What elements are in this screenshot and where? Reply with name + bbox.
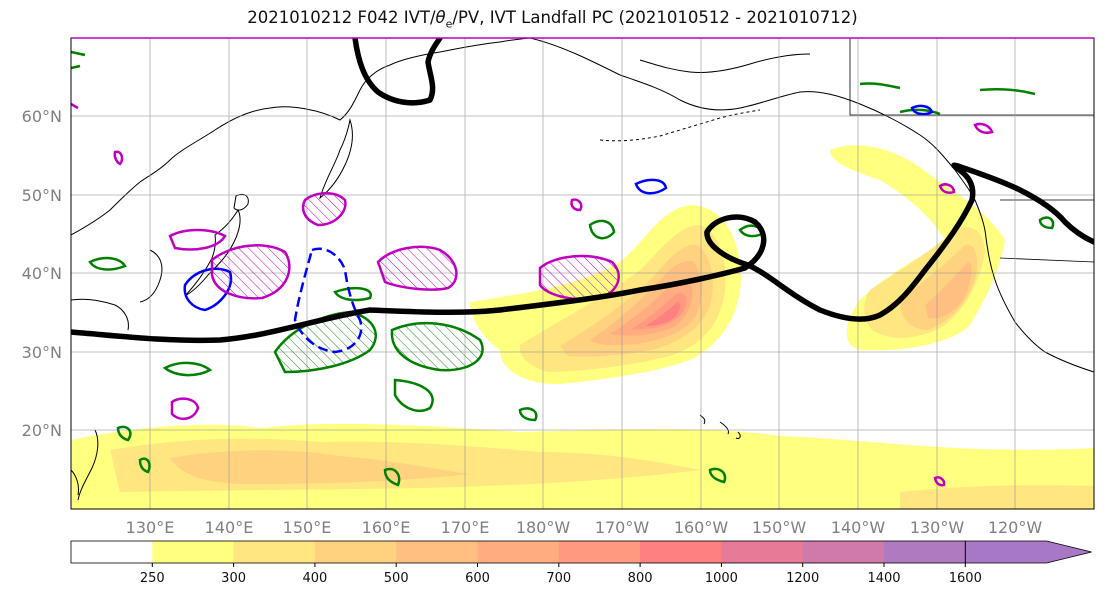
colorbar-tick-label: 600 bbox=[465, 571, 490, 586]
lon-label: 130°W bbox=[910, 518, 965, 537]
colorbar-swatch bbox=[233, 541, 316, 563]
lon-label: 120°W bbox=[988, 518, 1043, 537]
colorbar-swatch bbox=[152, 541, 235, 563]
negative-contours bbox=[183, 104, 934, 354]
colorbar-tick-label: 1600 bbox=[949, 571, 982, 586]
lon-label: 180°W bbox=[516, 518, 571, 537]
lon-label: 160°E bbox=[362, 518, 411, 537]
theta-symbol: θ bbox=[435, 8, 446, 27]
lon-label: 150°E bbox=[283, 518, 332, 537]
pv-contours bbox=[71, 102, 994, 487]
coastlines bbox=[71, 38, 1094, 501]
lon-label: 130°E bbox=[126, 518, 175, 537]
lon-label: 160°W bbox=[674, 518, 729, 537]
theta-subscript: e bbox=[445, 17, 453, 31]
lat-labels: 60°N 50°N 40°N 30°N 20°N bbox=[22, 107, 62, 440]
lon-label: 170°E bbox=[441, 518, 490, 537]
title-prefix: 2021010212 F042 IVT/ bbox=[247, 8, 436, 27]
lon-labels: 130°E 140°E 150°E 160°E 170°E 180°W 170°… bbox=[126, 518, 1043, 537]
lon-label: 140°W bbox=[831, 518, 886, 537]
lon-label: 150°W bbox=[752, 518, 807, 537]
colorbar-tick-label: 800 bbox=[628, 571, 653, 586]
colorbar-swatch bbox=[721, 541, 804, 563]
colorbar-swatch bbox=[314, 541, 397, 563]
lon-label: 170°W bbox=[595, 518, 650, 537]
colorbar-extend-triangle bbox=[964, 540, 1092, 564]
lat-label: 50°N bbox=[22, 186, 62, 205]
colorbar-tick-label: 250 bbox=[140, 571, 165, 586]
colorbar: 250 300 400 500 600 700 800 1000 1200 1400 1600 bbox=[70, 540, 1092, 586]
lat-label: 20°N bbox=[22, 421, 62, 440]
colorbar-swatch bbox=[71, 541, 153, 563]
colorbar-swatch bbox=[477, 541, 560, 563]
lon-label: 140°E bbox=[205, 518, 254, 537]
colorbar-outline bbox=[70, 540, 966, 564]
lat-label: 60°N bbox=[22, 107, 62, 126]
colorbar-tick-label: 400 bbox=[302, 571, 327, 586]
title-suffix: /PV, IVT Landfall PC (2021010512 - 20210… bbox=[452, 8, 858, 27]
lat-label: 40°N bbox=[22, 264, 62, 283]
colorbar-tick-label: 1400 bbox=[867, 571, 900, 586]
colorbar-swatch bbox=[396, 541, 478, 563]
lat-label: 30°N bbox=[22, 343, 62, 362]
colorbar-swatch bbox=[802, 541, 885, 563]
colorbar-swatch bbox=[640, 541, 722, 563]
colorbar-tick-label: 500 bbox=[384, 571, 409, 586]
colorbar-tick-label: 1200 bbox=[786, 571, 819, 586]
colorbar-tick-label: 300 bbox=[221, 571, 246, 586]
colorbar-swatch bbox=[884, 541, 966, 563]
map-panel bbox=[71, 38, 1094, 509]
map-title: 2021010212 F042 IVT/θe/PV, IVT Landfall … bbox=[0, 8, 1105, 30]
ivt-landfall-pc-contour bbox=[71, 38, 1094, 344]
colorbar-tick-label: 1000 bbox=[705, 571, 738, 586]
colorbar-tick-label: 700 bbox=[546, 571, 571, 586]
colorbar-swatch bbox=[558, 541, 641, 563]
